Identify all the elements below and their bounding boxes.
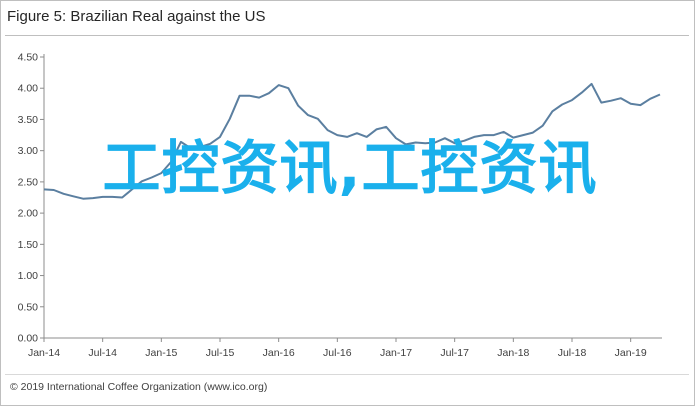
y-tick-label: 3.50 <box>18 114 39 126</box>
x-axis-ticks: Jan-14 Jul-14 Jan-15 Jul-15 Jan-16 Jul-16 Jan-… <box>28 338 647 359</box>
y-tick-label: 2.00 <box>18 208 39 220</box>
x-tick-label: Jan-16 <box>263 347 295 359</box>
y-tick-label: 0.00 <box>18 333 39 345</box>
series-group <box>43 82 661 200</box>
x-tick-label: Jul-14 <box>88 347 117 359</box>
y-axis-ticks: 0.00 0.50 1.00 1.50 2.00 2.50 3.00 3.50 4.00 4.50 <box>18 52 44 345</box>
y-tick-label: 3.00 <box>18 145 39 157</box>
watermark-text: 工控资讯,工控资讯 <box>102 134 598 202</box>
y-tick-label: 4.50 <box>18 52 39 64</box>
x-tick-label: Jan-19 <box>615 347 647 359</box>
chart-axes <box>43 54 662 339</box>
y-tick-label: 4.00 <box>18 83 39 95</box>
x-tick-label: Jan-18 <box>497 347 529 359</box>
footer-divider <box>5 374 689 375</box>
y-tick-label: 1.00 <box>18 270 39 282</box>
x-tick-label: Jan-14 <box>28 347 60 359</box>
series-line <box>43 82 661 200</box>
y-tick-label: 0.50 <box>18 301 39 313</box>
x-tick-label: Jan-17 <box>380 347 412 359</box>
title-divider <box>5 35 689 36</box>
x-tick-label: Jul-17 <box>440 347 469 359</box>
chart-title: Figure 5: Brazilian Real against the US <box>7 8 266 25</box>
x-tick-label: Jul-15 <box>206 347 235 359</box>
y-tick-label: 2.50 <box>18 176 39 188</box>
y-tick-label: 1.50 <box>18 239 39 251</box>
copyright-text: © 2019 International Coffee Organization… <box>10 381 268 393</box>
x-tick-label: Jul-18 <box>558 347 587 359</box>
x-tick-label: Jul-16 <box>323 347 352 359</box>
x-tick-label: Jan-15 <box>145 347 177 359</box>
